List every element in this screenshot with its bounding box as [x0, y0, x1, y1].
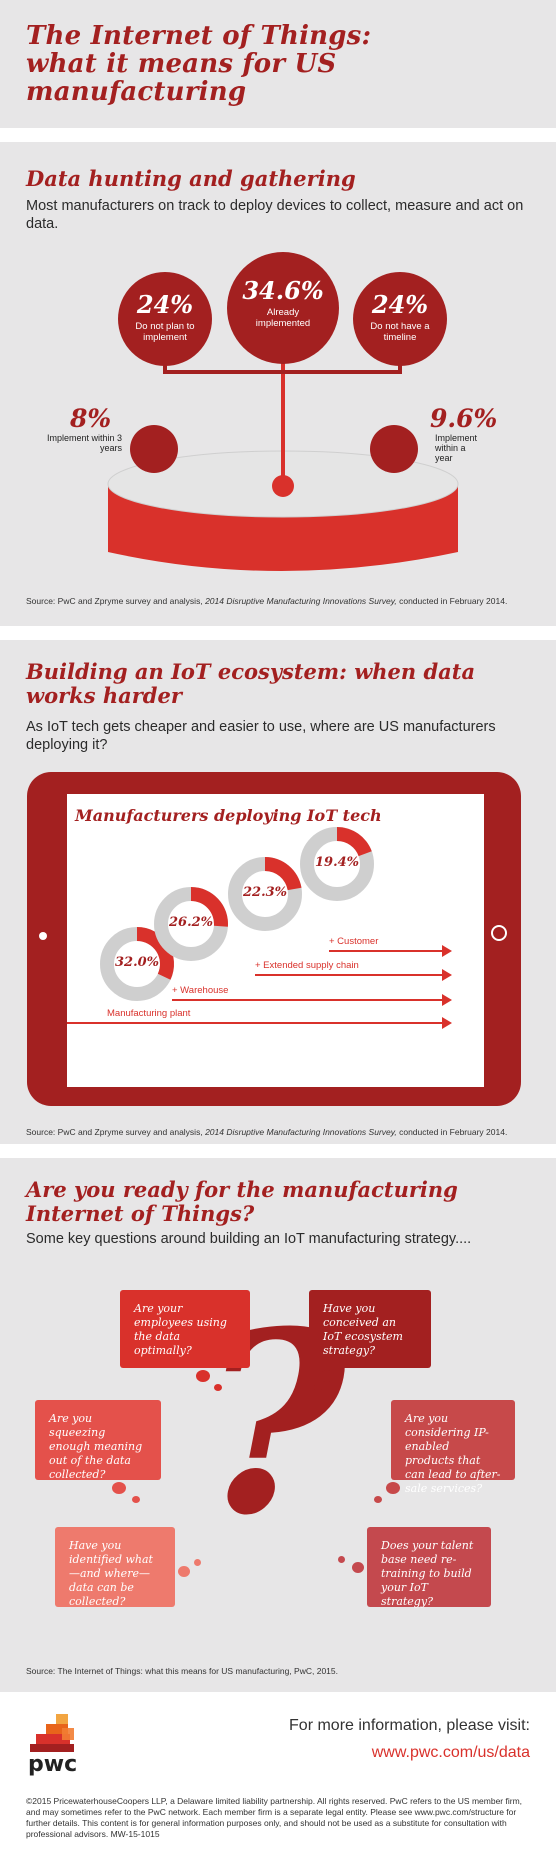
- section-lead: As IoT tech gets cheaper and easier to u…: [26, 719, 496, 753]
- donut-value-label: 19.4%: [314, 855, 359, 870]
- tablet-screen: Manufacturers deploying IoT tech 32.0% 26…: [67, 794, 484, 1087]
- section-divider: [0, 128, 556, 142]
- side-stat-value-left: 8%: [70, 404, 112, 433]
- bubble-tail-dot: [320, 1370, 334, 1382]
- platform-center-dot: [272, 475, 294, 497]
- donut-segment: [265, 857, 302, 891]
- channel-arrow-line: [67, 1022, 442, 1024]
- channel-arrow-line: [329, 950, 442, 952]
- source-text: conducted in February 2014.: [396, 596, 508, 606]
- donut-segment: [191, 887, 229, 927]
- stat-circle-no-timeline: 24% Do not have a timeline: [353, 272, 447, 366]
- stat-label: Already implemented: [255, 307, 311, 329]
- channel-label: + Warehouse: [172, 985, 229, 996]
- source-note: Source: PwC and Zpryme survey and analys…: [26, 1127, 536, 1138]
- bubble-tail-dot: [214, 1384, 222, 1391]
- donut-chart: [100, 827, 374, 1001]
- tablet-frame: Manufacturers deploying IoT tech 32.0% 26…: [27, 772, 521, 1106]
- source-title: 2014 Disruptive Manufacturing Innovation…: [205, 596, 397, 606]
- page-title: The Internet of Things: what it means fo…: [26, 21, 372, 107]
- side-stat-label-right: Implement within a year: [435, 433, 478, 463]
- section-heading: Are you ready for the manufacturing Inte…: [26, 1177, 458, 1226]
- side-stat-label-left: Implement within 3 years: [46, 433, 122, 453]
- platform-illustration: [107, 319, 459, 571]
- bubble-tail-dot: [374, 1496, 382, 1503]
- channel-arrow-line: [255, 974, 442, 976]
- tablet-camera-dot: [39, 932, 47, 940]
- section-iot-ecosystem: Building an IoT ecosystem: when data wor…: [0, 640, 556, 1144]
- section-lead: Most manufacturers on track to deploy de…: [26, 198, 524, 232]
- source-text: Source: PwC and Zpryme survey and analys…: [26, 596, 206, 606]
- bubble-tail-dot: [386, 1482, 400, 1494]
- stat-value: 24%: [371, 290, 429, 319]
- stat-label: Do not have a timeline: [370, 321, 430, 343]
- pwc-logo-text: pwc: [28, 1752, 78, 1777]
- donut-segment: [337, 827, 372, 857]
- bubble-tail-dot: [338, 1556, 345, 1563]
- more-info-link[interactable]: www.pwc.com/us/data: [371, 1744, 530, 1761]
- stat-value: 24%: [136, 290, 194, 319]
- chart-title: Manufacturers deploying IoT tech: [75, 806, 382, 825]
- bubble-tail-dot: [194, 1559, 201, 1566]
- channel-label: + Customer: [329, 936, 379, 947]
- section-divider: [0, 626, 556, 640]
- stat-dot-within-a-year: [370, 425, 418, 473]
- question-bubble: Have you identified what—and where— data…: [55, 1527, 175, 1608]
- channel-arrow-head: [442, 994, 452, 1006]
- bubble-tail-dot: [132, 1496, 140, 1503]
- tablet-home-button[interactable]: [491, 925, 507, 941]
- section-are-you-ready: Are you ready for the manufacturing Inte…: [0, 1158, 556, 1692]
- bubble-tail-dot: [178, 1566, 190, 1577]
- stat-circle-do-not-plan: 24% Do not plan to implement: [118, 272, 212, 366]
- source-note: Source: PwC and Zpryme survey and analys…: [26, 596, 536, 607]
- stat-value: 34.6%: [242, 276, 324, 305]
- stat-dot-within-3-years: [130, 425, 178, 473]
- header-panel: The Internet of Things: what it means fo…: [0, 0, 556, 128]
- channel-label: + Extended supply chain: [255, 960, 359, 971]
- bubble-tail-dot: [352, 1562, 364, 1573]
- pwc-logo-mark: [30, 1714, 74, 1752]
- stat-circle-already-implemented: 34.6% Already implemented: [227, 252, 339, 364]
- section-data-hunting: Data hunting and gathering Most manufact…: [0, 142, 556, 626]
- donut-value-label: 32.0%: [114, 955, 159, 970]
- donut-value-label: 22.3%: [242, 885, 287, 900]
- question-bubble: Have you conceived an IoT ecosystem stra…: [309, 1290, 431, 1368]
- channel-arrow-line: [172, 999, 442, 1001]
- legal-text: ©2015 PricewaterhouseCoopers LLP, a Dela…: [26, 1796, 523, 1839]
- section-divider: [0, 1144, 556, 1158]
- bubble-tail-dot: [196, 1370, 210, 1382]
- channel-arrow-head: [442, 945, 452, 957]
- question-bubble: Does your talent base need re-training t…: [367, 1527, 491, 1608]
- section-heading: Building an IoT ecosystem: when data wor…: [26, 659, 476, 708]
- bubble-tail-dot: [314, 1384, 322, 1391]
- question-bubble: Are you considering IP-enabled products …: [391, 1400, 515, 1495]
- question-bubble: Are you squeezing enough meaning out of …: [35, 1400, 161, 1481]
- more-info-text: For more information, please visit:: [289, 1717, 530, 1734]
- section-heading: Data hunting and gathering: [26, 166, 356, 191]
- side-stat-value-right: 9.6%: [430, 404, 498, 433]
- pwc-logo: pwc: [26, 1714, 96, 1784]
- section-lead: Some key questions around building an Io…: [26, 1231, 472, 1247]
- channel-arrow-head: [442, 969, 452, 981]
- channel-arrow-head: [442, 1017, 452, 1029]
- bubble-tail-dot: [112, 1482, 126, 1494]
- donut-value-label: 26.2%: [168, 915, 213, 930]
- source-text: conducted in February 2014.: [396, 1127, 508, 1137]
- source-title: 2014 Disruptive Manufacturing Innovation…: [205, 1127, 397, 1137]
- channel-label: Manufacturing plant: [107, 1008, 191, 1019]
- source-text: Source: PwC and Zpryme survey and analys…: [26, 1127, 206, 1137]
- footer: pwc For more information, please visit: …: [0, 1692, 556, 1872]
- question-bubble: Are your employees using the data optima…: [120, 1290, 250, 1368]
- stat-label: Do not plan to implement: [135, 321, 195, 343]
- source-note: Source: The Internet of Things: what thi…: [26, 1666, 338, 1676]
